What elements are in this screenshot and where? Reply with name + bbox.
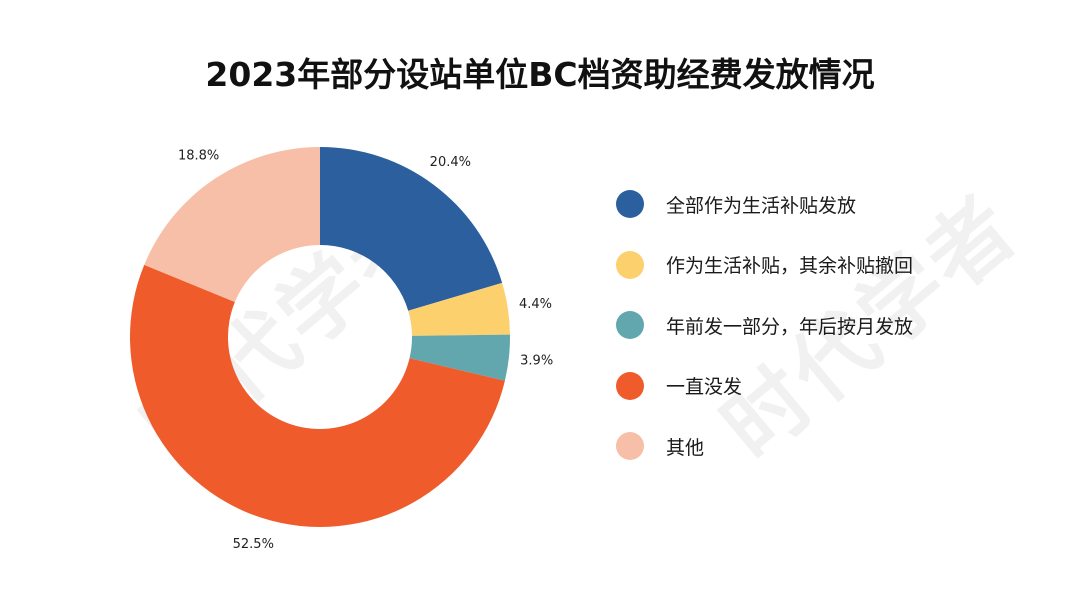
slice-label-partial-subsidy-withdrawn: 4.4%: [519, 297, 552, 312]
slice-label-other: 18.8%: [178, 148, 219, 163]
legend-label: 其他: [666, 436, 705, 459]
legend-label: 一直没发: [666, 376, 743, 398]
slice-labels: 20.4% 4.4% 3.9% 52.5% 18.8%: [178, 148, 553, 552]
chart-title: 2023年部分设站单位BC档资助经费发放情况: [205, 55, 875, 94]
slice-label-never-paid: 52.5%: [233, 537, 274, 552]
donut-slices: [129, 147, 510, 528]
slice-label-full-living-subsidy: 20.4%: [430, 155, 471, 170]
legend-item-other: 其他: [616, 426, 913, 466]
slice-never-paid: [129, 264, 505, 528]
legend-swatch: [616, 432, 644, 460]
slice-pre-new-year-then-monthly: [409, 334, 510, 381]
legend-label: 全部作为生活补贴发放: [666, 194, 857, 217]
legend-label: 年前发一部分，年后按月发放: [666, 315, 914, 338]
slice-label-pre-new-year-then-monthly: 3.9%: [520, 353, 553, 368]
legend-item-pre-new-year-then-monthly: 年前发一部分，年后按月发放: [616, 305, 913, 345]
legend-swatch: [616, 190, 644, 218]
legend-label: 作为生活补贴，其余补贴撤回: [666, 255, 914, 277]
legend-swatch: [616, 250, 644, 279]
slice-full-living-subsidy: [320, 147, 503, 311]
legend-item-full-living-subsidy: 全部作为生活补贴发放: [616, 184, 913, 224]
legend: 全部作为生活补贴发放作为生活补贴，其余补贴撤回 年前发一部分，年后按月发放 一直没发…: [616, 184, 913, 487]
slice-other: [144, 147, 320, 303]
legend-item-never-paid: 一直没发: [616, 366, 913, 406]
slice-partial-subsidy-withdrawn: [408, 282, 510, 336]
legend-item-partial-subsidy-withdrawn: 作为生活补贴，其余补贴撤回: [616, 245, 913, 285]
legend-swatch: [616, 311, 644, 339]
legend-swatch: [616, 371, 644, 400]
